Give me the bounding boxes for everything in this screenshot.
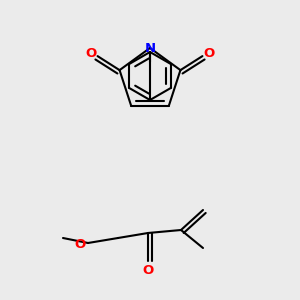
Text: O: O — [74, 238, 86, 251]
Text: O: O — [204, 46, 215, 60]
Text: O: O — [142, 265, 154, 278]
Text: N: N — [144, 41, 156, 55]
Text: O: O — [85, 46, 96, 60]
